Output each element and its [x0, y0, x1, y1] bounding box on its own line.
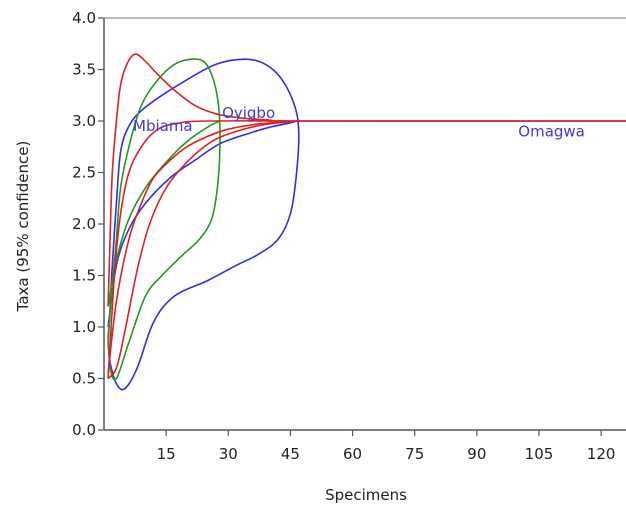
y-tick-label: 1.5	[72, 267, 96, 285]
y-tick-label: 4.0	[72, 9, 96, 27]
series-line-6	[107, 120, 299, 374]
x-tick-label: 60	[343, 445, 362, 463]
x-tick-label: 15	[157, 445, 176, 463]
y-axis-title: Taxa (95% confidence)	[14, 141, 32, 313]
y-tick-label: 1.0	[72, 318, 96, 336]
x-tick-label: 30	[219, 445, 238, 463]
series-line-4	[107, 120, 221, 307]
y-tick-label: 3.5	[72, 61, 96, 79]
plot-frame	[103, 17, 626, 431]
y-tick-label: 0.0	[72, 421, 96, 439]
x-tick-label: 120	[587, 445, 616, 463]
series-line-8	[107, 120, 299, 379]
series-line-5	[107, 53, 626, 307]
y-tick-label: 2.0	[72, 215, 96, 233]
series-line-1	[107, 121, 295, 328]
plot-curves	[107, 53, 626, 391]
x-tick-label: 105	[525, 445, 554, 463]
curve-labels: Mbiama Oyigbo Omagwa	[133, 104, 585, 141]
curve-label-omagwa: Omagwa	[518, 122, 585, 140]
x-axis-title: Specimens	[325, 486, 407, 504]
x-tick-label: 90	[467, 445, 486, 463]
series-line-3	[107, 58, 221, 381]
series-line-7	[107, 120, 299, 380]
x-axis: 15 30 45 60 75 90 105 120	[157, 430, 616, 463]
x-tick-label: 75	[405, 445, 424, 463]
x-tick-label: 45	[281, 445, 300, 463]
y-tick-label: 0.5	[72, 370, 96, 388]
curve-label-oyigbo: Oyigbo	[222, 104, 275, 122]
y-tick-label: 2.5	[72, 164, 96, 182]
series-line-0	[107, 58, 300, 391]
curve-label-mbiama: Mbiama	[133, 117, 193, 135]
y-tick-label: 3.0	[72, 112, 96, 130]
y-axis: 0.0 0.5 1.0 1.5 2.0 2.5 3.0 3.5 4.0	[72, 9, 104, 439]
